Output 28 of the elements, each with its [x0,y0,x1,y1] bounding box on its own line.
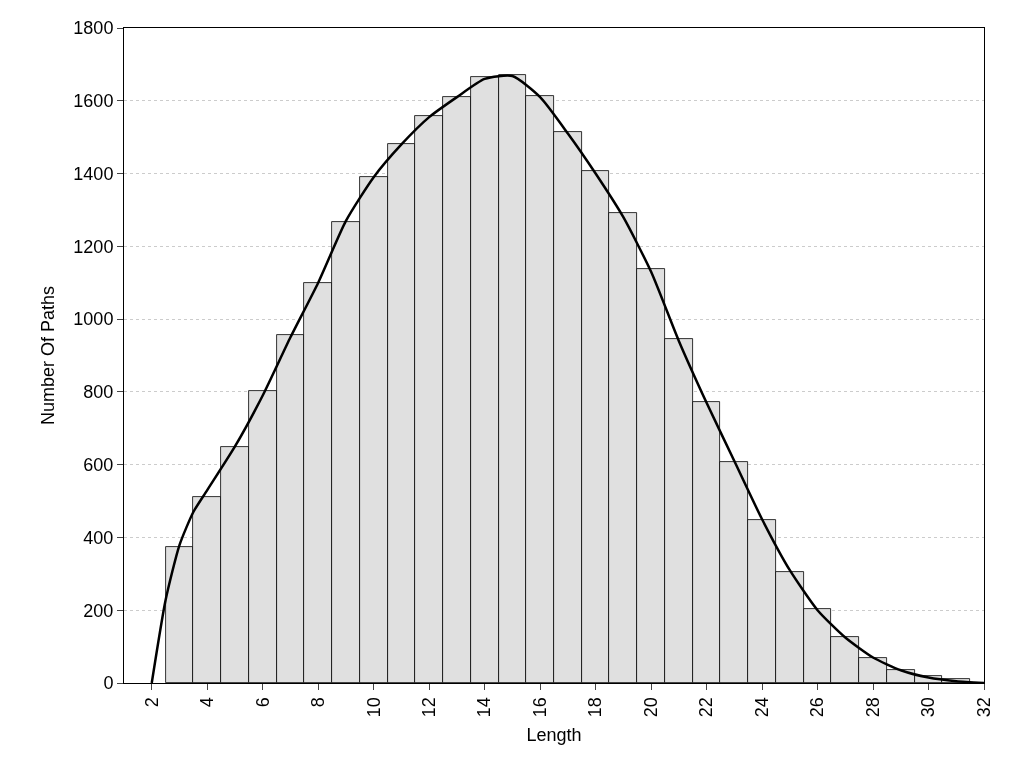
x-tick-label: 20 [640,697,661,718]
x-tick-label: 8 [308,697,329,708]
x-tick-label: 6 [252,697,273,708]
x-tick-label: 14 [474,697,495,718]
y-tick-label: 1400 [73,163,114,184]
x-tick-label: 24 [751,697,772,718]
x-tick-label: 18 [585,697,606,718]
y-tick-label: 1000 [73,309,114,330]
y-tick-label: 1600 [73,91,114,112]
y-tick-label: 0 [103,673,114,694]
x-tick-label: 22 [696,697,717,718]
x-tick-label: 30 [918,697,939,718]
y-tick-label: 200 [83,600,114,621]
x-tick-label: 12 [419,697,440,718]
y-tick-label: 400 [83,527,114,548]
y-tick-label: 1200 [73,236,114,257]
y-tick-label: 600 [83,454,114,475]
x-tick-label: 10 [363,697,384,718]
x-tick-label: 28 [862,697,883,718]
y-axis-title: Number Of Paths [37,285,58,426]
y-tick-label: 1800 [73,18,114,39]
y-tick-label: 800 [83,382,114,403]
x-tick-label: 32 [973,697,994,718]
x-tick-label: 26 [807,697,828,718]
x-tick-label: 16 [529,697,550,718]
x-axis-title: Length [526,725,582,746]
x-tick-label: 4 [197,697,218,708]
x-tick-label: 2 [141,697,162,708]
